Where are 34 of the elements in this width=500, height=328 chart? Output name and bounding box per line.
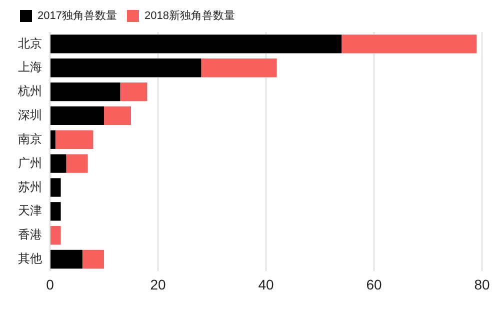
- x-tick-label: 40: [258, 276, 274, 292]
- y-tick-label: 香港: [18, 228, 42, 242]
- x-tick-label: 80: [474, 276, 490, 292]
- y-tick-label: 上海: [18, 60, 42, 74]
- bar: [120, 82, 148, 102]
- y-tick-label: 天津: [18, 204, 42, 218]
- bar: [66, 154, 88, 173]
- bar: [50, 58, 202, 78]
- legend-label: 2018新独角兽数量: [144, 9, 235, 22]
- bar: [50, 130, 56, 149]
- bar: [55, 130, 94, 149]
- bar: [50, 178, 61, 197]
- bar: [201, 58, 277, 78]
- y-tick-label: 深圳: [18, 108, 42, 122]
- bar: [50, 154, 66, 173]
- x-tick-label: 20: [150, 276, 166, 292]
- y-tick-label: 其他: [18, 252, 42, 266]
- y-tick-label: 杭州: [17, 84, 42, 98]
- y-tick-label: 广州: [18, 156, 42, 170]
- bar: [50, 226, 61, 245]
- x-tick-label: 60: [366, 276, 382, 292]
- legend-label: 2017独角兽数量: [38, 9, 117, 22]
- bar: [50, 34, 342, 54]
- bar: [50, 202, 61, 221]
- bar: [342, 34, 477, 54]
- y-tick-label: 南京: [18, 132, 42, 146]
- y-tick-label: 北京: [18, 36, 42, 50]
- bar: [50, 250, 82, 269]
- bar: [104, 106, 131, 126]
- bar: [82, 250, 104, 269]
- bar: [50, 106, 104, 126]
- y-tick-label: 苏州: [18, 180, 42, 194]
- x-tick-label: 0: [46, 276, 54, 292]
- bar: [50, 82, 120, 102]
